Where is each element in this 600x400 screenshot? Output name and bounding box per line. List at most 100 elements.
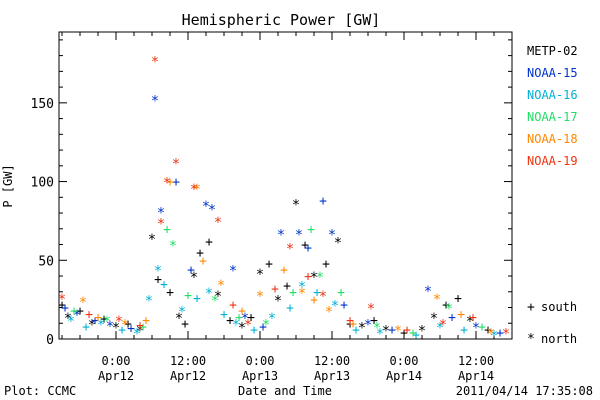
x-axis-ticks: 0:00Apr1212:00Apr120:00Apr1312:00Apr130:… (61, 32, 513, 383)
y-tick-label: 100 (31, 176, 54, 191)
data-point: + (226, 314, 234, 329)
data-point: * (238, 320, 246, 336)
data-point: * (502, 327, 510, 343)
x-tick-label-time: 12:00 (458, 354, 494, 368)
data-point: * (88, 317, 96, 333)
data-point: + (388, 323, 396, 338)
data-point: + (61, 301, 69, 316)
data-point: + (370, 314, 378, 329)
data-point: * (178, 305, 186, 321)
data-point: * (97, 317, 105, 333)
data-point: + (160, 277, 168, 292)
y-tick-label: 50 (38, 254, 54, 269)
data-point: + (124, 317, 132, 332)
data-point: + (340, 298, 348, 313)
data-point: + (82, 320, 90, 335)
data-point: + (196, 246, 204, 261)
data-point: * (418, 324, 426, 340)
data-point: * (298, 286, 306, 302)
marker-key-south-label: south (541, 300, 577, 314)
data-point: + (454, 292, 462, 307)
x-tick-label-date: Apr13 (314, 369, 350, 383)
data-point: * (172, 157, 180, 173)
legend-item-noaa-18: NOAA-18 (527, 132, 578, 146)
data-point: + (352, 323, 360, 338)
data-point: + (172, 175, 180, 190)
data-point: * (487, 327, 495, 343)
data-point: * (445, 302, 453, 318)
data-point: * (433, 292, 441, 308)
data-point: + (100, 312, 108, 327)
data-point: + (166, 175, 174, 190)
x-tick-label-time: 0:00 (102, 354, 131, 368)
data-point: * (316, 270, 324, 286)
data-point: * (79, 295, 87, 311)
footer-timestamp: 2011/04/14 17:35:08 (456, 384, 593, 398)
data-point: + (76, 304, 84, 319)
data-point: + (220, 307, 228, 322)
legend-item-noaa-15: NOAA-15 (527, 66, 578, 80)
data-point: * (262, 317, 270, 333)
data-point: * (112, 320, 120, 336)
data-point: + (259, 320, 267, 335)
data-point: + (238, 304, 246, 319)
data-point: * (115, 314, 123, 330)
data-point: * (151, 94, 159, 110)
data-point: + (442, 298, 450, 313)
data-point: + (94, 310, 102, 325)
data-point: + (193, 292, 201, 307)
data-point: * (163, 176, 171, 192)
data-point: + (346, 314, 354, 329)
data-point: * (490, 328, 498, 344)
y-tick-label: 150 (31, 97, 54, 112)
data-point: + (304, 270, 312, 285)
chart-title: Hemispheric Power [GW] (182, 11, 381, 29)
data-point: * (268, 311, 276, 327)
data-point: + (265, 257, 273, 272)
x-tick-label-date: Apr14 (386, 369, 422, 383)
footer-x-axis-label: Date and Time (238, 384, 332, 398)
data-point: + (166, 285, 174, 300)
data-point: * (157, 216, 165, 232)
data-point: + (118, 323, 126, 338)
y-axis-ticks: 0 50 100 150 (31, 39, 512, 348)
data-point: + (247, 310, 255, 325)
data-point: + (301, 238, 309, 253)
footer-plot-credit: Plot: CCMC (4, 384, 76, 398)
data-point: * (256, 267, 264, 283)
data-point: * (148, 232, 156, 248)
data-point: + (154, 273, 162, 288)
data-point: * (430, 311, 438, 327)
x-tick-label-date: Apr13 (242, 369, 278, 383)
data-point: * (190, 182, 198, 198)
data-point: + (184, 288, 192, 303)
data-point: * (202, 199, 210, 215)
data-point: + (307, 222, 315, 237)
data-point: * (382, 324, 390, 340)
data-point: * (151, 54, 159, 70)
data-point: * (334, 235, 342, 251)
data-point: + (286, 301, 294, 316)
data-point: * (217, 278, 225, 294)
x-tick-label-time: 0:00 (246, 354, 275, 368)
data-point: + (199, 254, 207, 269)
legend: METP-02 NOAA-15 NOAA-16 NOAA-17 NOAA-18 … (527, 44, 578, 168)
data-point: * (67, 314, 75, 330)
data-point: * (424, 284, 432, 300)
data-point: + (349, 317, 357, 332)
data-point: + (235, 310, 243, 325)
data-point: * (136, 324, 144, 340)
data-point: + (289, 285, 297, 300)
x-tick-label-date: Apr12 (170, 369, 206, 383)
data-point: * (319, 289, 327, 305)
data-point: * (169, 239, 177, 255)
data-point: + (58, 298, 66, 313)
data-point: * (277, 228, 285, 244)
data-point: + (91, 314, 99, 329)
marker-key-plus-symbol: + (527, 300, 535, 315)
y-axis-label: P [GW] (1, 164, 15, 207)
legend-item-noaa-17: NOAA-17 (527, 110, 578, 124)
data-point: * (292, 198, 300, 214)
data-point: + (181, 317, 189, 332)
data-point: * (439, 317, 447, 333)
